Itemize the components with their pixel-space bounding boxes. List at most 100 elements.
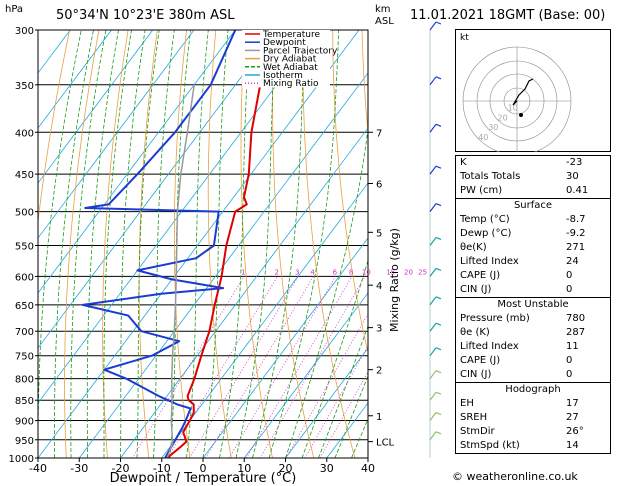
wind-barb [429, 431, 437, 441]
mixing-ratio-line [285, 312, 368, 458]
wet-adiabat [235, 30, 276, 458]
mixing-ratio-line [319, 371, 368, 458]
dry-adiabat [64, 30, 100, 458]
most-unstable-row: Lifted Index 11 [456, 340, 610, 354]
hodograph-stat-row: StmDir 26° [456, 425, 610, 439]
wind-barb [429, 347, 437, 357]
index-value: 30 [566, 171, 579, 182]
height-tick-label: 1 [376, 412, 382, 423]
wind-barb-flag [435, 322, 442, 326]
index-value: -23 [566, 157, 583, 168]
dry-adiabat [138, 30, 158, 458]
isotherm [38, 30, 112, 129]
mixing-ratio-label: 10 [362, 268, 371, 276]
isotherm [38, 30, 277, 349]
most-unstable-label: CAPE (J) [460, 355, 501, 366]
temperature-line [166, 30, 282, 458]
isotherm [78, 72, 368, 458]
wet-adiabat [54, 30, 94, 458]
wind-barb-flag [435, 21, 442, 25]
mixing-ratio-label: 4 [310, 268, 315, 276]
mixing-ratio-line [259, 276, 366, 458]
most-unstable-value: 0 [566, 355, 573, 366]
pressure-tick-label: 700 [15, 327, 34, 338]
x-tick-label: 10 [237, 462, 251, 475]
isotherm [38, 30, 71, 74]
height-tick-label: 7 [376, 128, 382, 139]
x-tick-label: -40 [29, 462, 47, 475]
pressure-tick-label: 450 [15, 170, 34, 181]
index-row: PW (cm) 0.41 [456, 184, 610, 198]
pressure-tick-label: 950 [15, 436, 34, 447]
surface-label: Temp (°C) [460, 214, 510, 225]
surface-row: CIN (J) 0 [456, 283, 610, 297]
isotherm [243, 292, 368, 458]
wet-adiabat [136, 30, 160, 458]
wind-barb-flag [435, 76, 442, 80]
surface-value: -8.7 [566, 214, 586, 225]
wind-barb [429, 322, 437, 332]
wet-adiabat [86, 30, 119, 458]
wind-barb [429, 237, 437, 246]
location-title: 50°34'N 10°23'E 380m ASL [56, 8, 235, 23]
mixing-ratio-axis-label: Mixing Ratio (g/kg) [388, 228, 401, 332]
most-unstable-label: Lifted Index [460, 341, 519, 352]
wet-adiabat [103, 30, 132, 458]
height-tick-label: LCL [376, 438, 395, 449]
legend-label: Dewpoint [263, 38, 306, 48]
hodograph-stat-value: 17 [566, 398, 579, 409]
wet-adiabat [301, 259, 368, 458]
hodograph-stat-row: StmSpd (kt) 14 [456, 439, 610, 453]
isotherm [120, 127, 368, 458]
mixing-ratio-label: 6 [333, 268, 338, 276]
most-unstable-value: 287 [566, 327, 586, 338]
pressure-tick-label: 400 [15, 128, 34, 139]
wind-barb-flag [435, 123, 442, 127]
wet-adiabat [268, 30, 340, 458]
surface-value: 271 [566, 242, 586, 253]
x-tick-label: 30 [320, 462, 334, 475]
x-tick-label: 40 [361, 462, 375, 475]
most-unstable-label: Pressure (mb) [460, 313, 530, 324]
hodograph-ring-label: 30 [488, 123, 498, 132]
wind-barb [429, 391, 437, 401]
wind-barb-flag [435, 236, 442, 241]
height-tick-label: 6 [376, 179, 382, 190]
most-unstable-row: CIN (J) 0 [456, 368, 610, 382]
hodograph-title: Hodograph [505, 384, 561, 395]
wind-barb [429, 203, 437, 212]
legend-label: Parcel Trajectory [263, 46, 338, 56]
wind-barb [429, 412, 437, 421]
km-label: km [375, 4, 391, 15]
hodograph-ring-label: 40 [478, 133, 488, 142]
mixing-ratio-line [228, 276, 336, 458]
x-axis-label: Dewpoint / Temperature (°C) [110, 471, 297, 486]
wet-adiabat [202, 30, 229, 458]
credit: © weatheronline.co.uk [452, 470, 578, 483]
mixing-ratio-line [246, 276, 353, 458]
index-label: Totals Totals [460, 171, 521, 182]
surface-label: Dewp (°C) [460, 228, 512, 239]
isotherm [38, 30, 195, 239]
surface-label: θe(K) [460, 242, 487, 253]
height-tick-label: 5 [376, 228, 382, 239]
mixing-ratio-label: 1 [241, 268, 245, 276]
most-unstable-row: CAPE (J) 0 [456, 354, 610, 368]
index-row: Totals Totals 30 [456, 170, 610, 184]
wind-barb-flag [435, 267, 442, 271]
wind-barb [429, 21, 437, 31]
legend-label: Wet Adiabat [263, 63, 318, 73]
isotherm [161, 182, 368, 458]
hodograph-stat-value: 14 [566, 440, 579, 451]
mixing-ratio-line [189, 276, 299, 458]
surface-row: Temp (°C) -8.7 [456, 213, 610, 227]
most-unstable-value: 780 [566, 313, 586, 324]
wind-barb-flag [435, 296, 442, 300]
index-label: PW (cm) [460, 185, 503, 196]
index-label: K [460, 157, 467, 168]
mixing-ratio-line [132, 276, 245, 458]
mixing-ratio-line [205, 276, 314, 458]
datetime-title: 11.01.2021 18GMT (Base: 00) [410, 8, 606, 23]
hodograph-stat-label: StmDir [460, 426, 495, 437]
